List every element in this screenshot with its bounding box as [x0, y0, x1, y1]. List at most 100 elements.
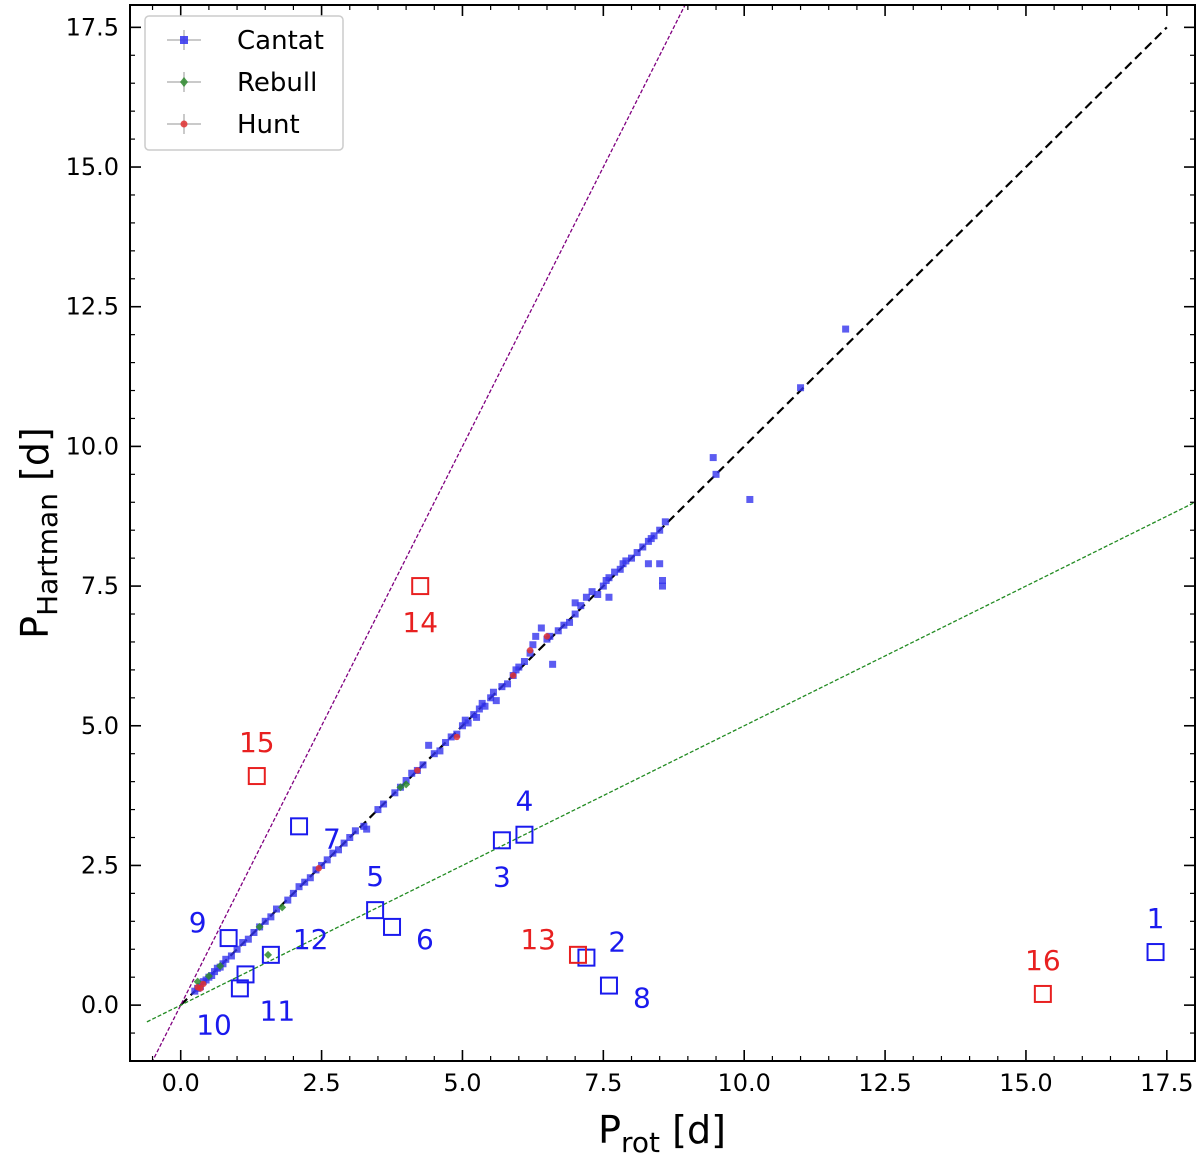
data-point-cantat	[504, 680, 512, 688]
data-point-cantat	[351, 827, 359, 835]
data-point-cantat	[363, 825, 371, 833]
annotation-label-10: 10	[196, 1008, 232, 1041]
data-point-cantat	[633, 549, 641, 557]
data-point-cantat	[219, 960, 227, 968]
data-point-cantat	[599, 582, 607, 590]
data-point-cantat	[489, 688, 497, 696]
data-point-cantat	[532, 632, 540, 640]
data-point-hunt	[200, 980, 207, 988]
data-point-rebull	[255, 922, 264, 931]
data-point-hunt	[315, 865, 322, 872]
data-point-cantat	[616, 565, 624, 573]
data-point-cantat	[566, 618, 574, 626]
data-point-cantat	[712, 470, 720, 478]
y-tick-label: 15.0	[66, 153, 119, 181]
data-point-cantat	[515, 663, 523, 671]
x-tick-label: 10.0	[717, 1069, 770, 1097]
data-point-cantat	[492, 697, 500, 705]
highlight-box-13	[568, 945, 587, 964]
data-point-cantat	[318, 861, 326, 869]
annotation-label-13: 13	[520, 923, 556, 956]
data-point-cantat	[746, 495, 754, 503]
data-point-cantat	[464, 719, 472, 727]
data-point-cantat	[227, 952, 235, 960]
x-axis-title: Prot [d]	[598, 1108, 726, 1153]
data-point-cantat	[709, 454, 717, 462]
highlight-box-7	[290, 817, 309, 836]
data-point-cantat	[458, 722, 466, 730]
y-tick-label: 7.5	[81, 572, 119, 600]
y-axis-title: PHartman [d]	[13, 427, 64, 639]
highlight-box-12	[261, 945, 280, 964]
data-point-cantat	[380, 800, 388, 808]
data-point-cantat	[554, 627, 562, 635]
annotation-label-2: 2	[608, 926, 626, 959]
data-point-cantat	[628, 554, 636, 562]
data-point-cantat	[473, 713, 481, 721]
data-point-rebull	[216, 962, 225, 971]
data-point-cantat	[656, 526, 664, 534]
data-point-cantat	[659, 576, 666, 584]
legend-marker-cantat	[180, 36, 188, 44]
plot-frame	[129, 4, 1196, 1062]
y-tick-label: 10.0	[66, 432, 119, 460]
legend-label-cantat: Cantat	[237, 26, 324, 56]
data-point-cantat	[529, 641, 537, 649]
data-point-cantat	[611, 568, 619, 576]
highlight-box-14	[411, 577, 430, 596]
annotation-label-1: 1	[1147, 902, 1165, 935]
data-point-cantat	[475, 705, 483, 713]
annotation-label-5: 5	[366, 860, 384, 893]
annotation-label-8: 8	[633, 982, 651, 1015]
data-point-cantat	[639, 543, 647, 551]
data-point-cantat	[571, 599, 579, 607]
data-point-cantat	[659, 582, 666, 590]
data-point-cantat	[644, 560, 652, 568]
annotation-label-7: 7	[323, 822, 341, 855]
data-point-cantat	[312, 866, 320, 874]
annotation-label-12: 12	[293, 923, 329, 956]
highlight-box-1	[1146, 943, 1165, 962]
annotation-label-3: 3	[493, 860, 511, 893]
data-point-rebull	[278, 903, 287, 912]
data-point-cantat	[261, 917, 269, 925]
data-point-cantat	[408, 769, 416, 777]
data-point-cantat	[374, 806, 382, 814]
data-point-cantat	[447, 733, 455, 741]
data-point-rebull	[204, 972, 213, 981]
annotation-label-4: 4	[516, 785, 534, 818]
data-point-cantat	[289, 889, 297, 897]
annotation-label-15: 15	[239, 726, 275, 759]
data-point-hunt	[414, 767, 421, 774]
data-point-rebull	[193, 977, 202, 986]
data-point-cantat	[842, 325, 850, 333]
data-point-cantat	[650, 532, 658, 540]
data-point-cantat	[329, 849, 337, 857]
highlight-box-15	[247, 767, 266, 786]
legend-entry-cantat: Cantat	[167, 26, 324, 56]
legend-marker-hunt	[180, 120, 188, 128]
data-point-rebull	[402, 780, 411, 789]
data-point-cantat	[487, 694, 495, 702]
data-point-hunt	[453, 733, 461, 741]
highlight-box-10	[230, 979, 249, 998]
legend-frame	[144, 15, 344, 151]
data-point-cantat	[602, 576, 610, 584]
x-tick-label: 7.5	[584, 1069, 622, 1097]
data-point-cantat	[594, 590, 602, 598]
data-point-cantat	[571, 610, 579, 618]
annotation-label-6: 6	[416, 923, 434, 956]
y-tick-label: 0.0	[81, 991, 119, 1019]
legend-entry-rebull: Rebull	[167, 68, 317, 98]
highlight-box-9	[219, 929, 238, 948]
y-tick-label: 2.5	[81, 851, 119, 879]
highlight-box-5	[366, 901, 385, 920]
highlight-box-16	[1033, 984, 1052, 1003]
data-point-cantat	[520, 658, 528, 666]
legend-marker-rebull	[180, 77, 188, 87]
x-tick-label: 15.0	[999, 1069, 1052, 1097]
data-point-cantat	[661, 518, 669, 526]
data-point-cantat	[301, 878, 309, 886]
data-point-rebull	[264, 950, 273, 959]
